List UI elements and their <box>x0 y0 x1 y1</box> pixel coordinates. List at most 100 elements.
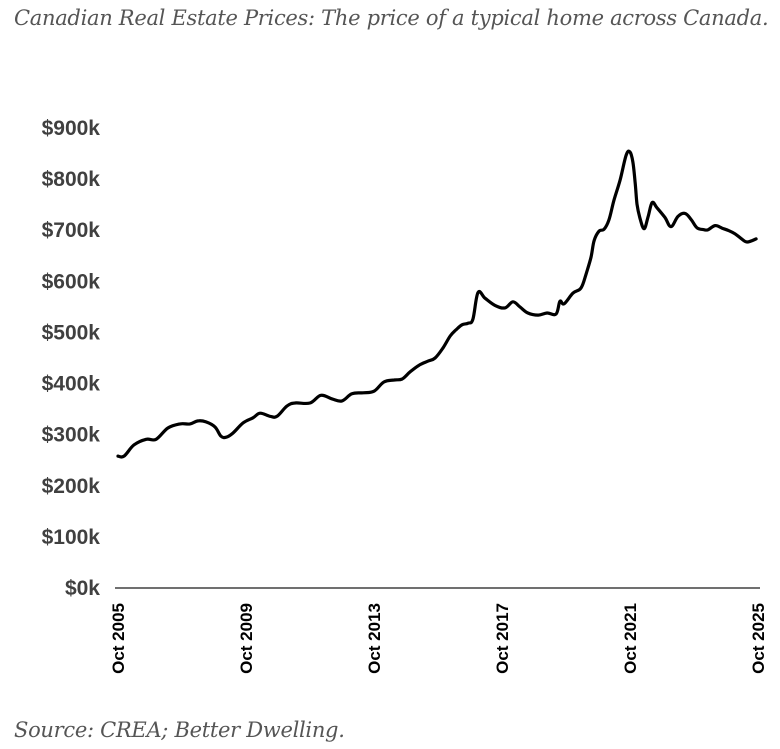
data-point <box>373 390 376 393</box>
data-point <box>197 419 200 422</box>
data-point <box>418 364 421 367</box>
x-tick-label: Oct 2021 <box>621 603 640 674</box>
data-point <box>631 161 634 164</box>
data-point <box>427 360 430 363</box>
data-point <box>145 438 148 441</box>
data-point <box>293 401 296 404</box>
data-point <box>740 237 743 240</box>
data-point <box>603 228 606 231</box>
data-point <box>634 181 637 184</box>
data-point <box>677 215 680 218</box>
data-point <box>643 227 646 230</box>
data-point <box>511 300 514 303</box>
data-point <box>350 392 353 395</box>
data-point <box>133 443 136 446</box>
y-axis-ticks: $900k $800k $700k $600k $500k $400k $300k $200k… <box>42 117 101 600</box>
data-point <box>572 292 575 295</box>
data-point <box>484 297 487 300</box>
data-point <box>461 323 464 326</box>
data-point <box>607 219 610 222</box>
x-tick-label: Oct 2005 <box>109 603 128 674</box>
data-point <box>695 226 698 229</box>
data-point <box>166 427 169 430</box>
data-point <box>155 438 158 441</box>
y-tick-label: $700k <box>42 219 101 242</box>
data-point <box>651 201 654 204</box>
data-point <box>669 225 672 228</box>
data-point <box>319 394 322 397</box>
data-point <box>225 436 228 439</box>
data-point <box>434 357 437 360</box>
data-point <box>613 199 616 202</box>
x-tick-label: Oct 2025 <box>749 603 768 674</box>
data-point <box>638 216 641 219</box>
data-point <box>276 415 279 418</box>
data-point <box>449 335 452 338</box>
data-point <box>690 218 693 221</box>
data-point <box>454 328 457 331</box>
series-points <box>117 151 758 458</box>
data-point <box>259 412 262 415</box>
data-point <box>526 312 529 315</box>
data-point <box>714 224 717 227</box>
data-point <box>442 346 445 349</box>
data-point <box>341 399 344 402</box>
data-point <box>555 313 558 316</box>
data-point <box>471 318 474 321</box>
data-point <box>205 420 208 423</box>
data-point <box>269 415 272 418</box>
data-point <box>625 154 628 157</box>
data-point <box>619 179 622 182</box>
data-point <box>585 272 588 275</box>
data-point <box>702 228 705 231</box>
data-point <box>593 239 596 242</box>
data-point <box>684 212 687 215</box>
data-point <box>733 232 736 235</box>
data-point <box>721 227 724 230</box>
x-tick-label: Oct 2017 <box>493 603 512 674</box>
data-point <box>537 314 540 317</box>
data-point <box>755 237 758 240</box>
data-point <box>242 421 245 424</box>
data-point <box>493 304 496 307</box>
y-tick-label: $900k <box>42 117 101 140</box>
data-point <box>382 381 385 384</box>
data-point <box>179 422 182 425</box>
data-point <box>663 216 666 219</box>
x-tick-label: Oct 2009 <box>237 603 256 674</box>
data-point <box>393 378 396 381</box>
y-tick-label: $400k <box>42 373 101 396</box>
x-tick-label: Oct 2013 <box>365 603 384 674</box>
data-point <box>220 435 223 438</box>
data-point <box>707 228 710 231</box>
data-point <box>597 230 600 233</box>
data-point <box>655 206 658 209</box>
y-tick-label: $600k <box>42 270 101 293</box>
data-point <box>580 286 583 289</box>
x-axis-ticks: Oct 2005 Oct 2009 Oct 2013 Oct 2017 Oct 2021… <box>109 603 768 674</box>
data-point <box>213 426 216 429</box>
data-point <box>558 300 561 303</box>
y-tick-label: $200k <box>42 475 101 498</box>
data-point <box>231 432 234 435</box>
data-point <box>331 397 334 400</box>
data-point <box>646 216 649 219</box>
data-point <box>189 422 192 425</box>
data-point <box>401 377 404 380</box>
data-point <box>727 229 730 232</box>
y-tick-label: $500k <box>42 321 101 344</box>
data-point <box>546 312 549 315</box>
data-point <box>746 240 749 243</box>
data-point <box>252 416 255 419</box>
y-tick-label: $300k <box>42 424 101 447</box>
data-point <box>409 370 412 373</box>
data-point <box>117 455 120 458</box>
y-tick-label: $0k <box>65 577 100 600</box>
data-point <box>589 256 592 259</box>
y-tick-label: $100k <box>42 526 101 549</box>
data-point <box>636 203 639 206</box>
y-tick-label: $800k <box>42 168 101 191</box>
data-point <box>309 401 312 404</box>
data-point <box>285 405 288 408</box>
